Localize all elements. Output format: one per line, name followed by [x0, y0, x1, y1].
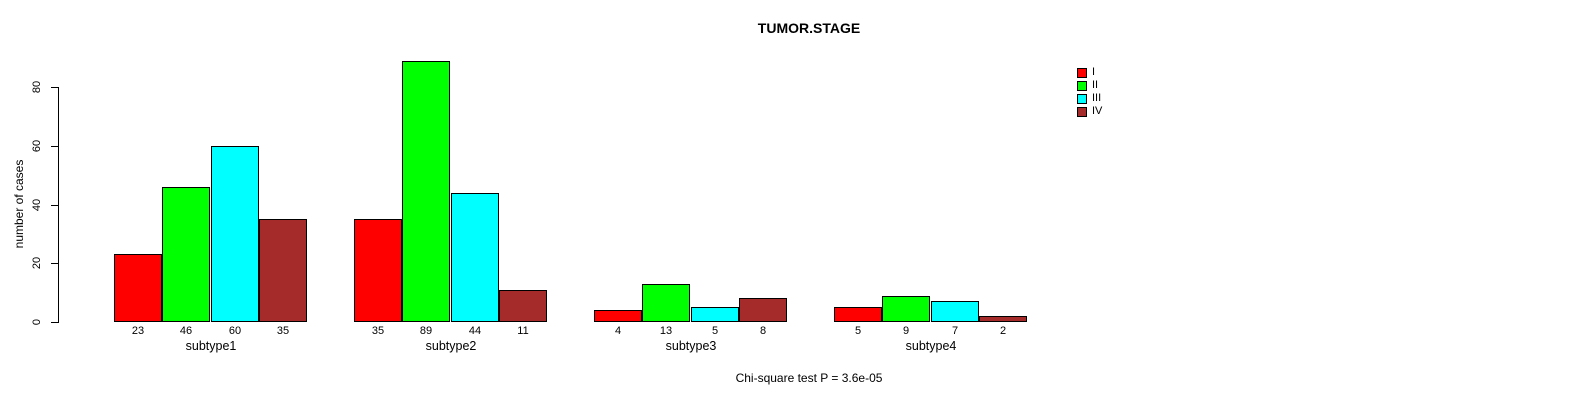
bar-value-label: 5	[711, 325, 719, 337]
y-tick-label: 80	[31, 80, 43, 94]
bar-value-label: 13	[659, 325, 673, 337]
bar-value-label: 46	[179, 325, 193, 337]
bar-subtype1-stage-II	[162, 187, 210, 322]
bar-value-label: 4	[614, 325, 622, 337]
legend-swatch-icon	[1077, 106, 1087, 117]
legend-label: I	[1092, 66, 1096, 78]
legend-swatch-icon	[1077, 80, 1087, 91]
x-category-label-subtype4: subtype4	[905, 339, 957, 353]
bar-value-label: 2	[999, 325, 1007, 337]
bar-subtype3-stage-II	[642, 284, 690, 322]
bar-value-label: 35	[276, 325, 290, 337]
legend-swatch-icon	[1077, 93, 1087, 104]
bar-subtype1-stage-IV	[259, 219, 307, 322]
x-category-label-subtype3: subtype3	[665, 339, 717, 353]
bar-value-label: 44	[468, 325, 482, 337]
y-axis-label: number of cases	[12, 159, 26, 249]
bar-subtype3-stage-III	[691, 307, 739, 322]
y-tick-mark	[51, 87, 58, 88]
bar-value-label: 8	[759, 325, 767, 337]
x-category-label-subtype2: subtype2	[425, 339, 477, 353]
legend-item-III: III	[1077, 92, 1102, 105]
bar-subtype2-stage-I	[354, 219, 402, 322]
x-category-label-subtype1: subtype1	[185, 339, 237, 353]
y-tick-label: 40	[31, 198, 43, 212]
bar-subtype3-stage-IV	[739, 298, 787, 322]
bar-value-label: 35	[371, 325, 385, 337]
bar-subtype2-stage-IV	[499, 290, 547, 322]
bar-subtype4-stage-II	[882, 296, 930, 322]
legend-item-IV: IV	[1077, 105, 1102, 118]
bar-subtype2-stage-III	[451, 193, 499, 322]
legend-label: IV	[1092, 105, 1103, 117]
bar-value-label: 5	[854, 325, 862, 337]
bar-value-label: 60	[228, 325, 242, 337]
bar-subtype2-stage-II	[402, 61, 450, 322]
bar-value-label: 9	[902, 325, 910, 337]
y-tick-mark	[51, 263, 58, 264]
legend-item-II: II	[1077, 79, 1102, 92]
bar-value-label: 11	[517, 325, 529, 337]
chi-square-annotation: Chi-square test P = 3.6e-05	[735, 371, 883, 385]
legend-label: II	[1092, 79, 1099, 91]
bar-subtype1-stage-I	[114, 254, 162, 322]
legend-swatch-icon	[1077, 67, 1087, 78]
y-tick-mark	[51, 205, 58, 206]
bar-value-label: 23	[131, 325, 145, 337]
y-tick-label: 0	[31, 318, 43, 326]
bar-subtype4-stage-I	[834, 307, 882, 322]
bar-subtype4-stage-IV	[979, 316, 1027, 322]
bar-subtype3-stage-I	[594, 310, 642, 322]
bar-value-label: 89	[419, 325, 433, 337]
legend-label: III	[1092, 92, 1102, 104]
y-axis-line	[58, 87, 59, 323]
legend: I II III IV	[1077, 66, 1102, 118]
y-tick-mark	[51, 322, 58, 323]
chart-title: TUMOR.STAGE	[757, 20, 861, 36]
legend-item-I: I	[1077, 66, 1102, 79]
bar-subtype1-stage-III	[211, 146, 259, 322]
y-tick-label: 20	[31, 256, 43, 270]
y-tick-label: 60	[31, 139, 43, 153]
bar-value-label: 7	[951, 325, 959, 337]
y-tick-mark	[51, 146, 58, 147]
bar-subtype4-stage-III	[931, 301, 979, 322]
